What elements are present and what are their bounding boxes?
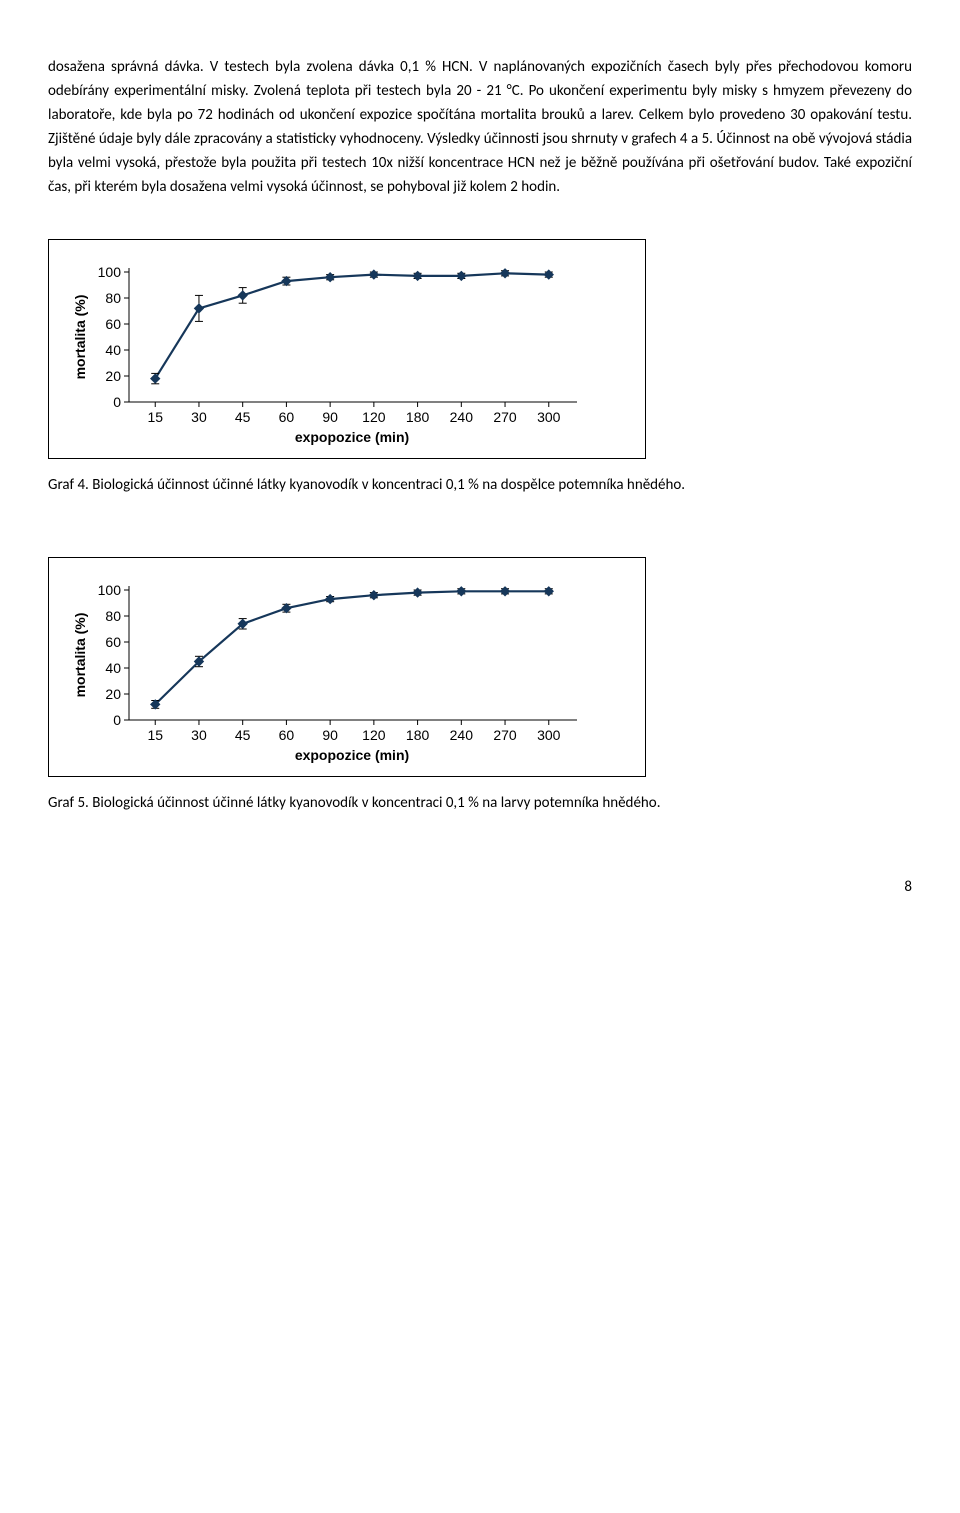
svg-text:15: 15 — [147, 409, 163, 425]
svg-text:100: 100 — [98, 264, 122, 280]
chart-4-caption: Graf 4. Biologická účinnost účinné látky… — [48, 473, 912, 497]
svg-text:180: 180 — [406, 409, 430, 425]
svg-text:30: 30 — [191, 409, 207, 425]
svg-text:20: 20 — [105, 368, 121, 384]
svg-text:expopozice (min): expopozice (min) — [295, 747, 409, 763]
chart-5: 0 20 40 60 80 100 15 30 45 60 90 120 180 240 270 300 exp… — [67, 576, 587, 766]
svg-text:mortalita (%): mortalita (%) — [72, 295, 88, 380]
svg-text:270: 270 — [493, 409, 517, 425]
chart-4: 0 20 40 60 80 100 15 30 45 60 90 120 180 240 270 300 exp… — [67, 258, 587, 448]
chart-5-caption: Graf 5. Biologická účinnost účinné látky… — [48, 791, 912, 815]
svg-text:90: 90 — [322, 727, 338, 743]
body-paragraph: dosažena správná dávka. V testech byla z… — [48, 55, 912, 199]
svg-text:45: 45 — [235, 409, 251, 425]
svg-text:30: 30 — [191, 727, 207, 743]
svg-text:45: 45 — [235, 727, 251, 743]
chart-4-container: 0 20 40 60 80 100 15 30 45 60 90 120 180 240 270 300 exp… — [48, 239, 646, 459]
svg-text:0: 0 — [113, 394, 121, 410]
svg-text:100: 100 — [98, 582, 122, 598]
svg-text:60: 60 — [279, 727, 295, 743]
svg-text:0: 0 — [113, 712, 121, 728]
svg-text:40: 40 — [105, 342, 121, 358]
svg-text:300: 300 — [537, 409, 561, 425]
svg-text:20: 20 — [105, 686, 121, 702]
svg-text:60: 60 — [105, 634, 121, 650]
svg-text:mortalita (%): mortalita (%) — [72, 613, 88, 698]
svg-text:180: 180 — [406, 727, 430, 743]
chart-5-container: 0 20 40 60 80 100 15 30 45 60 90 120 180 240 270 300 exp… — [48, 557, 646, 777]
svg-text:15: 15 — [147, 727, 163, 743]
svg-text:90: 90 — [322, 409, 338, 425]
page-number: 8 — [48, 875, 912, 899]
svg-text:80: 80 — [105, 290, 121, 306]
svg-text:240: 240 — [450, 409, 474, 425]
svg-text:240: 240 — [450, 727, 474, 743]
svg-text:120: 120 — [362, 727, 386, 743]
svg-text:270: 270 — [493, 727, 517, 743]
svg-text:80: 80 — [105, 608, 121, 624]
svg-text:120: 120 — [362, 409, 386, 425]
svg-text:expopozice (min): expopozice (min) — [295, 429, 409, 445]
svg-text:300: 300 — [537, 727, 561, 743]
svg-text:60: 60 — [105, 316, 121, 332]
svg-text:40: 40 — [105, 660, 121, 676]
svg-text:60: 60 — [279, 409, 295, 425]
